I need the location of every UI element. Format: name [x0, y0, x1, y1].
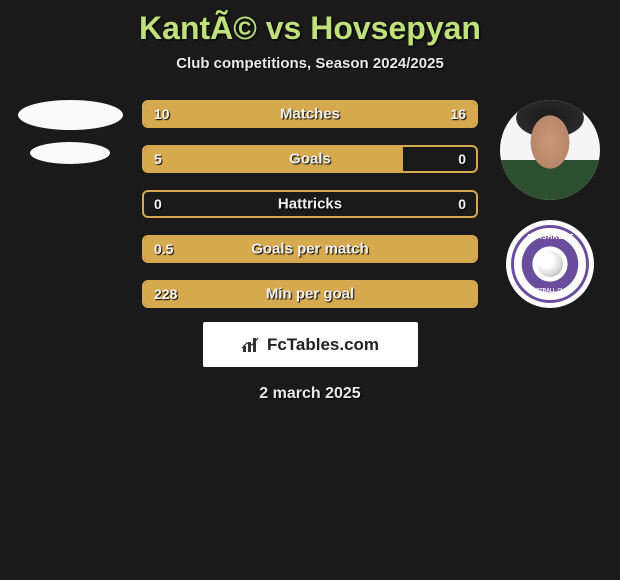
club-subtitle: FOOTBALL CLUB	[529, 288, 571, 294]
chart-icon	[241, 336, 261, 354]
stat-label: Matches	[280, 106, 340, 123]
person-icon	[500, 100, 600, 200]
stat-bars: 10 Matches 16 5 Goals 0 0 Hattricks 0 0.5 Goals pe…	[140, 100, 480, 308]
stat-row-goals: 5 Goals 0	[142, 145, 478, 173]
comparison-date: 2 march 2025	[0, 385, 620, 403]
right-player-column: ALASHKERT FOOTBALL CLUB	[480, 100, 620, 308]
stat-value-right: 0	[458, 151, 466, 167]
club-name: ALASHKERT	[526, 234, 574, 241]
left-player-column	[0, 100, 140, 164]
left-player-avatar-placeholder	[18, 100, 123, 130]
stats-area: 10 Matches 16 5 Goals 0 0 Hattricks 0 0.5 Goals pe…	[0, 100, 620, 308]
stat-value-right: 16	[450, 106, 466, 122]
stat-value-left: 5	[154, 151, 162, 167]
watermark-text: FcTables.com	[267, 335, 379, 355]
right-club-badge: ALASHKERT FOOTBALL CLUB	[506, 220, 594, 308]
stat-row-goals-per-match: 0.5 Goals per match	[142, 235, 478, 263]
stat-row-min-per-goal: 228 Min per goal	[142, 280, 478, 308]
stat-value-left: 10	[154, 106, 170, 122]
stat-value-left: 228	[154, 286, 177, 302]
right-player-avatar	[500, 100, 600, 200]
stat-row-matches: 10 Matches 16	[142, 100, 478, 128]
comparison-card: KantÃ© vs Hovsepyan Club competitions, S…	[0, 0, 620, 413]
stat-label: Hattricks	[278, 196, 342, 213]
left-club-badge-placeholder	[30, 142, 110, 164]
bar-fill-left	[144, 147, 403, 171]
page-title: KantÃ© vs Hovsepyan	[0, 10, 620, 47]
watermark[interactable]: FcTables.com	[203, 322, 418, 367]
subtitle: Club competitions, Season 2024/2025	[0, 55, 620, 72]
stat-label: Goals	[289, 151, 331, 168]
stat-value-left: 0.5	[154, 241, 173, 257]
club-badge-inner: ALASHKERT FOOTBALL CLUB	[511, 225, 589, 303]
stat-value-left: 0	[154, 196, 162, 212]
stat-label: Min per goal	[266, 286, 354, 303]
football-icon	[537, 251, 563, 277]
stat-row-hattricks: 0 Hattricks 0	[142, 190, 478, 218]
stat-label: Goals per match	[251, 241, 369, 258]
stat-value-right: 0	[458, 196, 466, 212]
